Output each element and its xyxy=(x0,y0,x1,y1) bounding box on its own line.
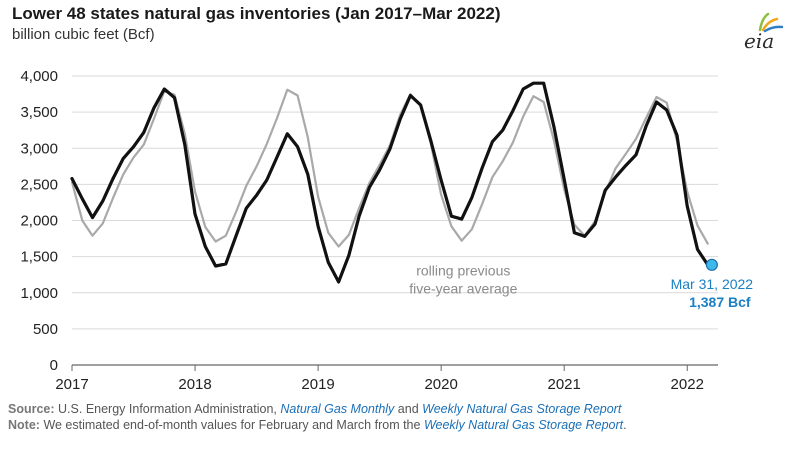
annotation-five-year-line1: rolling previous xyxy=(416,262,510,278)
series-line-inventory xyxy=(70,81,710,284)
eia-logo-icon: eia xyxy=(744,12,784,52)
y-tick-label: 500 xyxy=(33,321,58,338)
note-label: Note: xyxy=(8,418,40,432)
y-tick-label: 4,000 xyxy=(20,68,58,85)
source-text: U.S. Energy Information Administration, xyxy=(58,402,277,416)
note-text: We estimated end-of-month values for Feb… xyxy=(43,418,421,432)
callout-point xyxy=(705,258,718,271)
annotation-five-year-line2: five-year average xyxy=(409,280,517,296)
x-tick-label: 2022 xyxy=(671,376,704,393)
y-tick-label: 1,500 xyxy=(20,249,58,266)
source-link-monthly[interactable]: Natural Gas Monthly xyxy=(280,402,395,416)
x-tick-label: 2019 xyxy=(301,376,334,393)
source-label: Source: xyxy=(8,402,55,416)
y-tick-label: 3,000 xyxy=(20,140,58,157)
footnote: Note: We estimated end-of-month values f… xyxy=(8,418,627,432)
svg-text:eia: eia xyxy=(744,29,774,52)
x-tick-label: 2021 xyxy=(548,376,581,393)
y-tick-label: 3,500 xyxy=(20,104,58,121)
x-tick-label: 2018 xyxy=(178,376,211,393)
note-link-weekly[interactable]: Weekly Natural Gas Storage Report xyxy=(423,418,624,432)
x-tick-label: 2017 xyxy=(55,376,88,393)
source-and: and xyxy=(397,402,419,416)
x-tick-label: 2020 xyxy=(424,376,457,393)
y-tick-label: 1,000 xyxy=(20,285,58,302)
callout-date-label: Mar 31, 2022 xyxy=(671,276,754,292)
series-line-five-year-average xyxy=(70,88,709,248)
y-tick-label: 0 xyxy=(50,357,58,374)
y-tick-label: 2,000 xyxy=(20,213,58,230)
y-tick-label: 2,500 xyxy=(20,176,58,193)
source-link-weekly[interactable]: Weekly Natural Gas Storage Report xyxy=(422,402,622,416)
source-note: Source: U.S. Energy Information Administ… xyxy=(8,402,621,416)
note-end: . xyxy=(623,418,627,432)
callout-value-label: 1,387 Bcf xyxy=(689,294,751,310)
chart-title: Lower 48 states natural gas inventories … xyxy=(12,4,501,23)
chart-subtitle: billion cubic feet (Bcf) xyxy=(12,26,155,43)
